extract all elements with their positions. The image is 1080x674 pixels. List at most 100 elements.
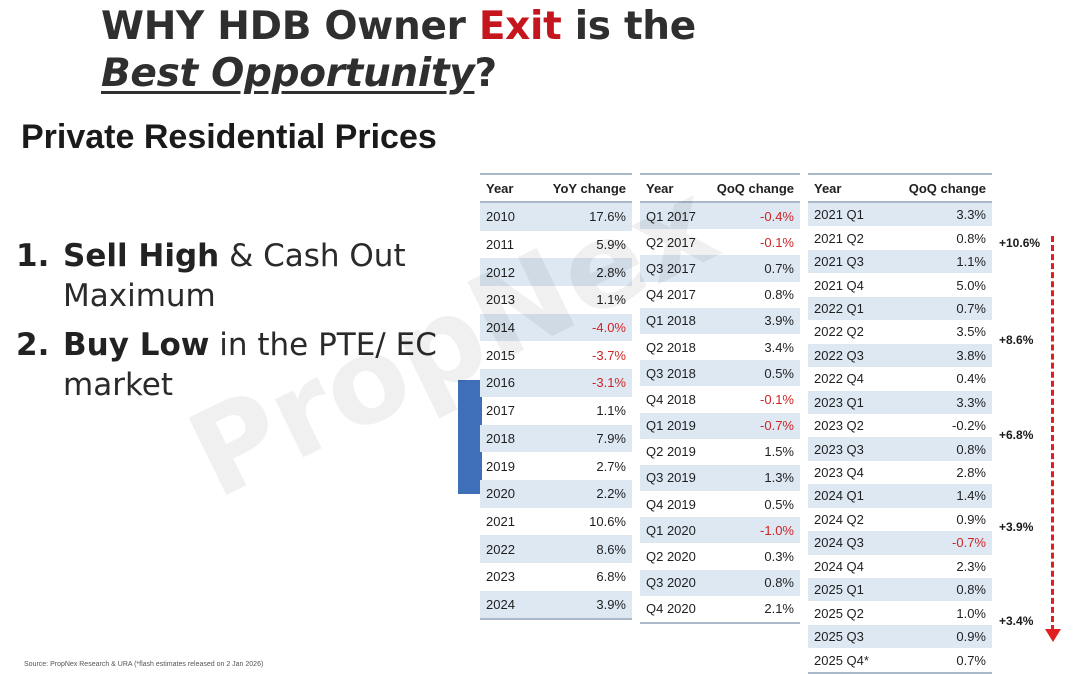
down-arrow-icon xyxy=(1045,629,1061,642)
table-header-row: Year QoQ change xyxy=(640,173,800,203)
row-year: Q3 2020 xyxy=(640,569,706,596)
row-change-value: 0.8% xyxy=(886,578,992,602)
table-row: 2013 1.1% xyxy=(480,286,632,314)
row-year: 2022 Q4 xyxy=(814,371,864,387)
row-year: 2023 Q1 xyxy=(808,390,887,414)
table-row: 2016 -3.1% xyxy=(480,369,632,397)
table-row: Q1 2019 -0.7% xyxy=(640,412,800,439)
table-row: 2025 Q2 1.0% xyxy=(808,601,992,624)
column-header-change: YoY change xyxy=(529,173,632,203)
table-row: 2023 Q3 0.8% xyxy=(808,437,992,461)
table-row: 2022 8.6% xyxy=(480,535,632,563)
row-year: 2018 xyxy=(480,424,530,453)
row-change-value: 3.5% xyxy=(956,324,986,340)
row-change-value: 7.9% xyxy=(529,424,632,453)
row-change-value: 1.0% xyxy=(956,605,986,621)
row-change-value: 0.8% xyxy=(956,230,986,246)
row-year: 2025 Q2 xyxy=(814,605,864,621)
table-row: 2021 Q3 1.1% xyxy=(808,249,992,274)
row-year: 2024 Q2 xyxy=(814,511,864,527)
row-year: 2022 Q3 xyxy=(808,343,887,368)
row-change-value: 2.8% xyxy=(956,465,986,481)
key-points-list: 1. Sell High & Cash Out Maximum 2. Buy L… xyxy=(16,236,456,414)
section-heading: Private Residential Prices xyxy=(21,118,437,156)
table-row: 2020 2.2% xyxy=(480,479,632,508)
row-year: Q4 2017 xyxy=(646,287,696,303)
row-year: 2023 Q4 xyxy=(814,465,864,481)
yoy-change-table: Year YoY change 2010 17.6% 2011 5.9% 2012 2.8… xyxy=(480,173,632,621)
point-number: 2. xyxy=(16,327,50,363)
table-row: Q3 2017 0.7% xyxy=(640,255,800,282)
row-change-value: 2.7% xyxy=(596,458,626,474)
row-change-value: 3.3% xyxy=(886,390,992,414)
title-line1-post: is the xyxy=(561,4,697,49)
table-row: Q3 2019 1.3% xyxy=(640,464,800,492)
point-text: in the PTE/ EC market xyxy=(63,327,437,403)
point-bold-text: Buy Low xyxy=(63,327,210,363)
row-change-value: 3.4% xyxy=(764,339,794,355)
table-row: 2023 Q1 3.3% xyxy=(808,390,992,414)
row-change-value: 3.9% xyxy=(705,307,800,334)
row-year: 2021 Q1 xyxy=(808,202,887,227)
row-year: 2012 xyxy=(480,258,530,287)
row-year: 2014 xyxy=(480,313,530,342)
row-change-value: 17.6% xyxy=(529,202,632,231)
annual-gains-column: +10.6% +8.6% +6.8% +3.9% +3.4% xyxy=(996,196,1061,656)
annual-gain-label: +6.8% xyxy=(999,428,1034,442)
qoq-change-table-2017-2020: Year QoQ change Q1 2017 -0.4% Q2 2017 -0.1%… xyxy=(640,173,800,625)
row-change-value: 1.1% xyxy=(596,403,626,419)
accent-bar xyxy=(458,380,482,494)
table-row: Q4 2020 2.1% xyxy=(640,595,800,625)
row-year: Q4 2018 xyxy=(646,391,696,407)
row-change-value: 0.9% xyxy=(956,511,986,527)
row-year: 2022 Q2 xyxy=(814,324,864,340)
table-row: 2023 6.8% xyxy=(480,563,632,591)
table-row: 2024 Q4 2.3% xyxy=(808,555,992,578)
column-header-year: Year xyxy=(480,173,530,203)
row-year: 2025 Q4* xyxy=(808,648,887,674)
table-row: 2022 Q2 3.5% xyxy=(808,320,992,343)
table-row: 2024 Q1 1.4% xyxy=(808,484,992,508)
table-row: 2011 5.9% xyxy=(480,231,632,259)
table-row: Q2 2018 3.4% xyxy=(640,334,800,360)
row-year: 2020 xyxy=(480,479,530,508)
table-row: Q2 2020 0.3% xyxy=(640,543,800,569)
table-row: Q2 2019 1.5% xyxy=(640,439,800,465)
row-change-value: 2.8% xyxy=(529,258,632,287)
row-change-value: 0.7% xyxy=(886,296,992,321)
row-year: 2023 xyxy=(486,569,515,585)
row-change-value: 6.8% xyxy=(596,569,626,585)
row-change-value: 0.7% xyxy=(886,648,992,674)
row-change-value: 3.9% xyxy=(529,590,632,621)
row-year: 2023 Q3 xyxy=(808,437,887,461)
table-row: Q3 2020 0.8% xyxy=(640,569,800,596)
row-change-value: 1.1% xyxy=(886,249,992,274)
row-change-value: 0.8% xyxy=(886,437,992,461)
row-change-value: 0.8% xyxy=(705,569,800,596)
table-row: 2025 Q1 0.8% xyxy=(808,578,992,602)
row-year: 2016 xyxy=(480,369,530,397)
row-year: 2015 xyxy=(486,347,515,363)
row-year: 2022 xyxy=(480,535,530,563)
row-change-value: -0.4% xyxy=(705,202,800,230)
row-year: Q4 2019 xyxy=(646,496,696,512)
qoq-table-body: 2021 Q1 3.3% 2021 Q2 0.8% 2021 Q3 1.1% 2021 Q4… xyxy=(808,202,992,674)
table-row: 2019 2.7% xyxy=(480,452,632,480)
row-change-value: 3.3% xyxy=(886,202,992,227)
row-change-value: -1.0% xyxy=(705,517,800,544)
row-year: 2017 xyxy=(486,403,515,419)
row-change-value: 2.1% xyxy=(705,595,800,625)
annual-gain-label: +8.6% xyxy=(999,333,1034,347)
column-header-change: QoQ change xyxy=(886,173,992,203)
row-change-value: 8.6% xyxy=(529,535,632,563)
row-year: 2022 Q1 xyxy=(808,296,887,321)
table-row: 2022 Q4 0.4% xyxy=(808,367,992,390)
table-row: 2025 Q4* 0.7% xyxy=(808,648,992,674)
row-change-value: 1.3% xyxy=(705,464,800,492)
title-line1-pre: WHY HDB Owner xyxy=(101,4,479,49)
row-year: Q3 2019 xyxy=(640,464,706,492)
row-change-value: 1.4% xyxy=(886,484,992,508)
table-row: 2023 Q2 -0.2% xyxy=(808,414,992,437)
row-change-value: 3.8% xyxy=(886,343,992,368)
table-row: 2024 Q2 0.9% xyxy=(808,508,992,531)
